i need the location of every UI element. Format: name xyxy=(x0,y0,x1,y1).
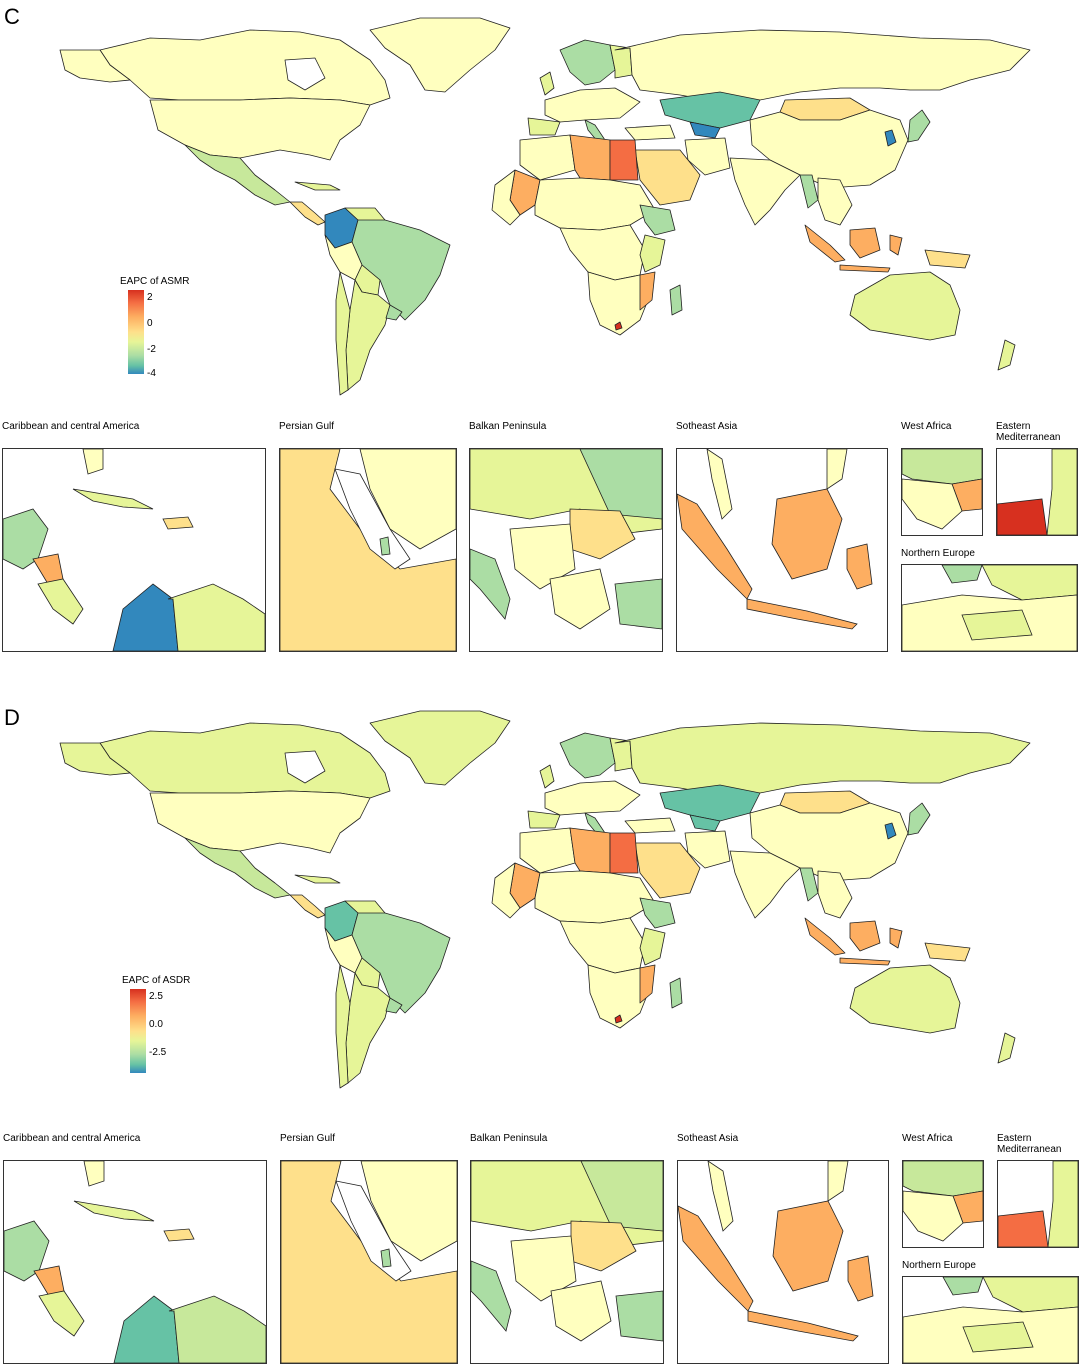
inset-label-caribbean: Caribbean and central America xyxy=(2,421,140,432)
inset-label-persian-gulf: Persian Gulf xyxy=(279,421,335,432)
panel-c: C xyxy=(0,0,1080,680)
borneo xyxy=(849,227,881,259)
iran xyxy=(684,137,731,176)
sulawesi xyxy=(889,234,903,256)
inset-map-balkan xyxy=(469,448,663,652)
finland xyxy=(609,44,633,79)
new-zealand xyxy=(997,339,1016,371)
legend-tick: -2 xyxy=(147,344,156,355)
uruguay xyxy=(385,304,403,321)
new-guinea xyxy=(924,249,971,269)
inset-label-balkan: Balkan Peninsula xyxy=(470,1133,548,1144)
japan xyxy=(907,109,931,143)
inset-map-caribbean xyxy=(3,1160,267,1364)
alaska xyxy=(59,49,131,83)
legend-title: EAPC of ASMR xyxy=(120,276,190,287)
india xyxy=(729,157,801,226)
argentina xyxy=(345,279,391,391)
russia xyxy=(614,29,1031,103)
legend-tick: 0 xyxy=(147,318,153,329)
inset-map-persian-gulf xyxy=(279,448,457,652)
java xyxy=(839,264,891,273)
lesotho xyxy=(614,321,623,331)
inset-label-east-med: Eastern Mediterranean xyxy=(997,1133,1062,1155)
indonesia-sumatra xyxy=(804,224,846,263)
east-africa xyxy=(639,234,666,273)
panel-letter: D xyxy=(4,705,20,730)
inset-map-east-med xyxy=(996,448,1078,536)
west-africa xyxy=(491,169,521,226)
legend-tick: -2.5 xyxy=(149,1047,167,1058)
legend-color-bar xyxy=(130,989,146,1073)
turkey xyxy=(624,124,676,141)
inset-map-se-asia xyxy=(676,448,888,652)
korea xyxy=(884,129,897,147)
saudi-arabia xyxy=(634,149,701,206)
inset-label-balkan: Balkan Peninsula xyxy=(469,421,547,432)
inset-label-east-med: Eastern Mediterranean xyxy=(996,421,1061,443)
central-africa xyxy=(559,224,646,281)
central-america xyxy=(289,201,326,226)
cuba xyxy=(294,181,341,191)
inset-map-persian-gulf xyxy=(280,1160,458,1364)
inset-label-west-africa: West Africa xyxy=(901,421,952,432)
inset-map-northern-europe xyxy=(902,1276,1079,1364)
scandinavia xyxy=(559,39,616,86)
mexico xyxy=(184,144,291,206)
kazakhstan xyxy=(659,91,761,129)
inset-map-caribbean xyxy=(2,448,266,652)
legend-asmr: EAPC of ASMR 2 0 -2 -4 xyxy=(120,276,210,386)
inset-map-west-africa xyxy=(902,1160,984,1248)
indochina xyxy=(817,177,853,226)
canada xyxy=(99,29,391,106)
inset-label-se-asia: Sotheast Asia xyxy=(676,421,738,432)
panel-letter: C xyxy=(4,4,20,29)
hudson-bay xyxy=(284,57,326,91)
inset-map-east-med xyxy=(997,1160,1079,1248)
sahel xyxy=(534,177,656,231)
inset-label-west-africa: West Africa xyxy=(902,1133,953,1144)
egypt xyxy=(609,139,639,181)
panel-d: D xyxy=(0,695,1080,1365)
inset-label-northern-europe: Northern Europe xyxy=(902,1260,976,1271)
inset-label-persian-gulf: Persian Gulf xyxy=(280,1133,336,1144)
chile xyxy=(335,271,351,396)
southern-africa xyxy=(587,271,651,336)
usa xyxy=(149,97,371,161)
legend-color-bar xyxy=(128,290,144,374)
inset-map-west-africa xyxy=(901,448,983,536)
legend-tick: -4 xyxy=(147,368,156,379)
inset-label-northern-europe: Northern Europe xyxy=(901,548,975,559)
legend-tick: 2 xyxy=(147,292,153,303)
world-map xyxy=(59,710,1031,1089)
legend-tick: 2.5 xyxy=(149,991,163,1002)
ethiopia xyxy=(639,204,676,236)
uk xyxy=(539,71,555,96)
legend-title: EAPC of ASDR xyxy=(122,975,191,986)
world-map xyxy=(59,17,1031,396)
mozambique xyxy=(639,271,656,311)
uzbekistan xyxy=(689,121,721,139)
legend-asdr: EAPC of ASDR 2.5 0.0 -2.5 xyxy=(122,975,212,1085)
inset-map-northern-europe xyxy=(901,564,1078,652)
legend-tick: 0.0 xyxy=(149,1019,163,1030)
western-europe xyxy=(544,87,641,123)
morocco-algeria xyxy=(519,134,576,181)
inset-map-balkan xyxy=(470,1160,664,1364)
libya xyxy=(569,134,611,181)
australia xyxy=(849,271,961,341)
iberia xyxy=(527,117,561,136)
madagascar xyxy=(669,284,683,316)
inset-label-se-asia: Sotheast Asia xyxy=(677,1133,739,1144)
inset-label-caribbean: Caribbean and central America xyxy=(3,1133,141,1144)
greenland xyxy=(369,17,511,93)
inset-map-se-asia xyxy=(677,1160,889,1364)
